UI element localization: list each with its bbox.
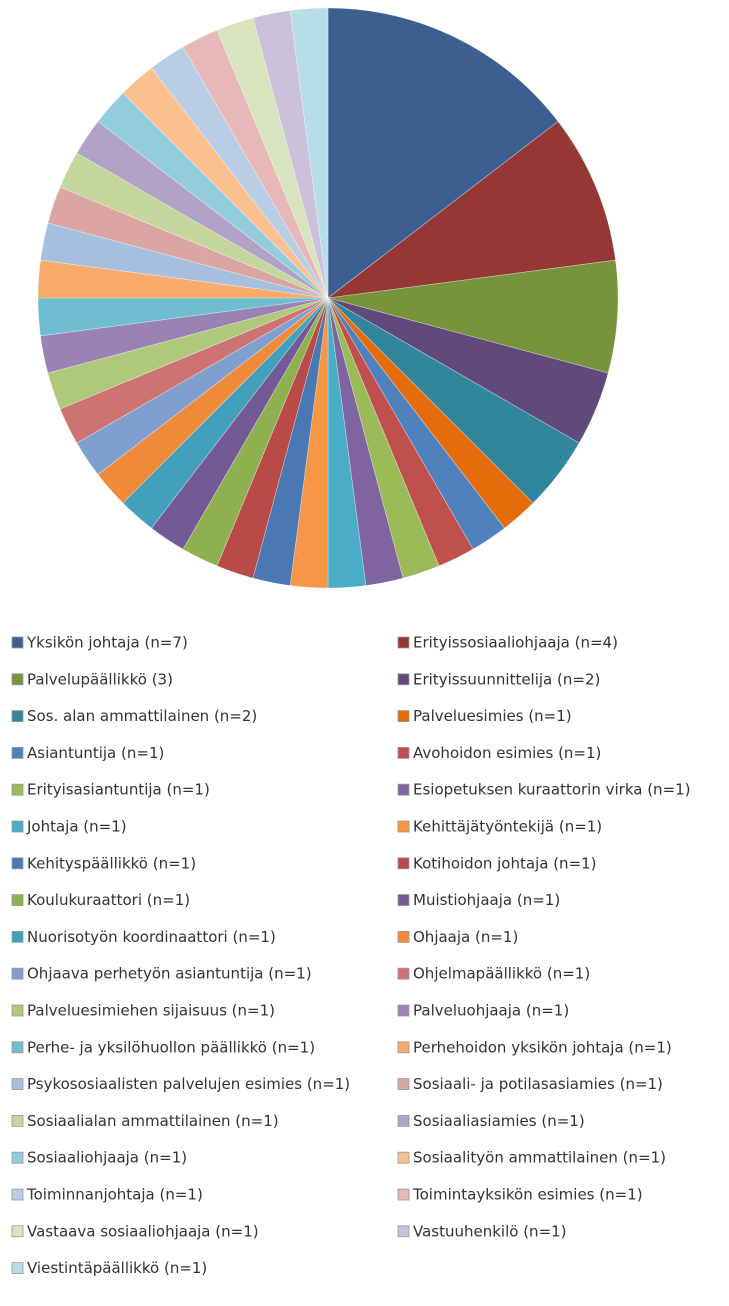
legend-swatch xyxy=(11,1225,24,1238)
legend-label: Perhehoidon yksikön johtaja (n=1) xyxy=(413,1038,672,1056)
legend-swatch xyxy=(11,1262,24,1274)
legend-swatch xyxy=(397,1225,410,1238)
legend-label: Palveluesimiehen sijaisuus (n=1) xyxy=(27,1002,275,1020)
legend-label: Johtaja (n=1) xyxy=(26,818,127,836)
legend-label: Sosiaali- ja potilasasiamies (n=1) xyxy=(413,1075,663,1093)
legend-label: Perhe- ja yksilöhuollon päällikkö (n=1) xyxy=(27,1038,315,1056)
pie-slice xyxy=(326,121,616,299)
legend-label: Palvelupäällikkö (3) xyxy=(27,670,173,688)
legend-label: Kotihoidon johtaja (n=1) xyxy=(413,854,597,872)
legend-swatch xyxy=(11,1078,24,1090)
legend-label: Muistiohjaaja (n=1) xyxy=(413,891,560,909)
legend-swatch xyxy=(11,636,24,649)
legend-label: Ohjelmapäällikkö (n=1) xyxy=(413,965,590,983)
legend-swatch xyxy=(11,931,24,943)
legend-swatch xyxy=(397,636,410,649)
legend-swatch xyxy=(397,783,410,796)
legend-label: Vastaava sosiaaliohjaaja (n=1) xyxy=(27,1222,259,1240)
legend-label: Koulukuraattori (n=1) xyxy=(27,891,190,909)
pie-slice xyxy=(289,7,329,299)
legend-label: Sos. alan ammattilainen (n=2) xyxy=(27,707,257,725)
legend-label: Kehittäjätyöntekijä (n=1) xyxy=(413,818,602,836)
legend-label: Palveluesimies (n=1) xyxy=(413,707,572,725)
legend-label: Sosiaalialan ammattilainen (n=1) xyxy=(27,1112,279,1130)
legend-swatch xyxy=(397,931,410,943)
legend-label: Psykososiaalisten palvelujen esimies (n=… xyxy=(27,1075,350,1093)
legend-swatch xyxy=(397,673,410,686)
legend-swatch xyxy=(11,857,24,870)
legend-swatch xyxy=(397,1004,410,1017)
legend-label: Sosiaaliasiamies (n=1) xyxy=(413,1112,585,1130)
legend-swatch xyxy=(11,673,24,686)
legend-swatch xyxy=(11,1188,24,1201)
legend-label: Erityissosiaaliohjaaja (n=4) xyxy=(413,634,618,652)
legend-swatch xyxy=(397,1041,410,1054)
legend-label: Erityisasiantuntija (n=1) xyxy=(27,781,210,799)
legend-swatch xyxy=(11,820,24,833)
legend-swatch xyxy=(397,747,410,759)
legend-swatch xyxy=(11,967,24,980)
legend-swatch xyxy=(11,1004,24,1017)
legend-swatch xyxy=(11,1041,24,1054)
legend-label: Toiminnanjohtaja (n=1) xyxy=(26,1186,203,1204)
legend-label: Toimintayksikön esimies (n=1) xyxy=(412,1186,643,1204)
legend-label: Ohjaava perhetyön asiantuntija (n=1) xyxy=(27,965,312,983)
legend-label: Palveluohjaaja (n=1) xyxy=(413,1002,569,1020)
legend-swatch xyxy=(397,820,410,833)
legend-label: Avohoidon esimies (n=1) xyxy=(413,744,601,762)
legend-swatch xyxy=(397,967,410,980)
legend-swatch xyxy=(397,1078,410,1090)
legend-label: Asiantuntija (n=1) xyxy=(27,744,164,762)
pie-slice xyxy=(327,7,559,299)
legend-swatch xyxy=(397,857,410,870)
pie-slice xyxy=(327,259,619,374)
legend-swatch xyxy=(11,894,24,906)
legend-label: Sosiaalityön ammattilainen (n=1) xyxy=(413,1149,666,1167)
legend-label: Esiopetuksen kuraattorin virka (n=1) xyxy=(413,781,691,799)
legend-swatch xyxy=(11,747,24,759)
legend-label: Viestintäpäällikkö (n=1) xyxy=(27,1259,207,1277)
legend-swatch xyxy=(397,1115,410,1127)
legend-swatch xyxy=(11,710,24,722)
legend-label: Nuorisotyön koordinaattori (n=1) xyxy=(27,928,276,946)
legend-swatch xyxy=(11,783,24,796)
legend-label: Vastuuhenkilö (n=1) xyxy=(413,1222,567,1240)
legend-swatch xyxy=(397,1151,410,1164)
legend-label: Ohjaaja (n=1) xyxy=(413,928,518,946)
legend-label: Kehityspäällikkö (n=1) xyxy=(27,854,196,872)
legend-swatch xyxy=(397,1188,410,1201)
legend-label: Yksikön johtaja (n=7) xyxy=(26,634,188,652)
legend-swatch xyxy=(11,1151,24,1164)
legend-swatch xyxy=(397,894,410,906)
legend-swatch xyxy=(11,1115,24,1127)
legend-label: Erityissuunnittelija (n=2) xyxy=(413,670,600,688)
legend-swatch xyxy=(397,710,410,722)
legend-label: Sosiaaliohjaaja (n=1) xyxy=(27,1149,187,1167)
